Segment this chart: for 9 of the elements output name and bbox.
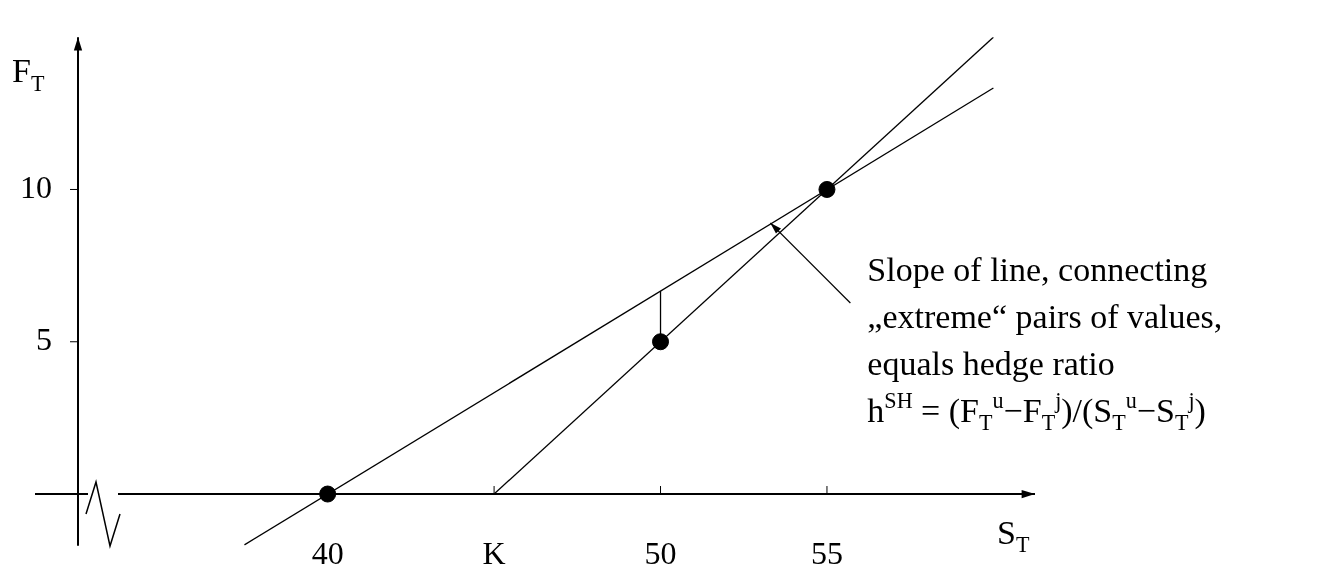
- x-tick-label: 40: [311, 534, 344, 571]
- x-tick-label: K: [482, 534, 506, 571]
- annotation: „extreme“ pairs of values,: [867, 297, 1223, 335]
- x-tick-label: 55: [810, 534, 843, 571]
- annotation: Slope of line, connecting: [867, 250, 1208, 288]
- y-tick-label: 5: [36, 321, 52, 358]
- y-tick-label: 10: [20, 168, 52, 205]
- x-tick-label: 50: [644, 534, 677, 571]
- annotation: equals hedge ratio: [867, 344, 1115, 382]
